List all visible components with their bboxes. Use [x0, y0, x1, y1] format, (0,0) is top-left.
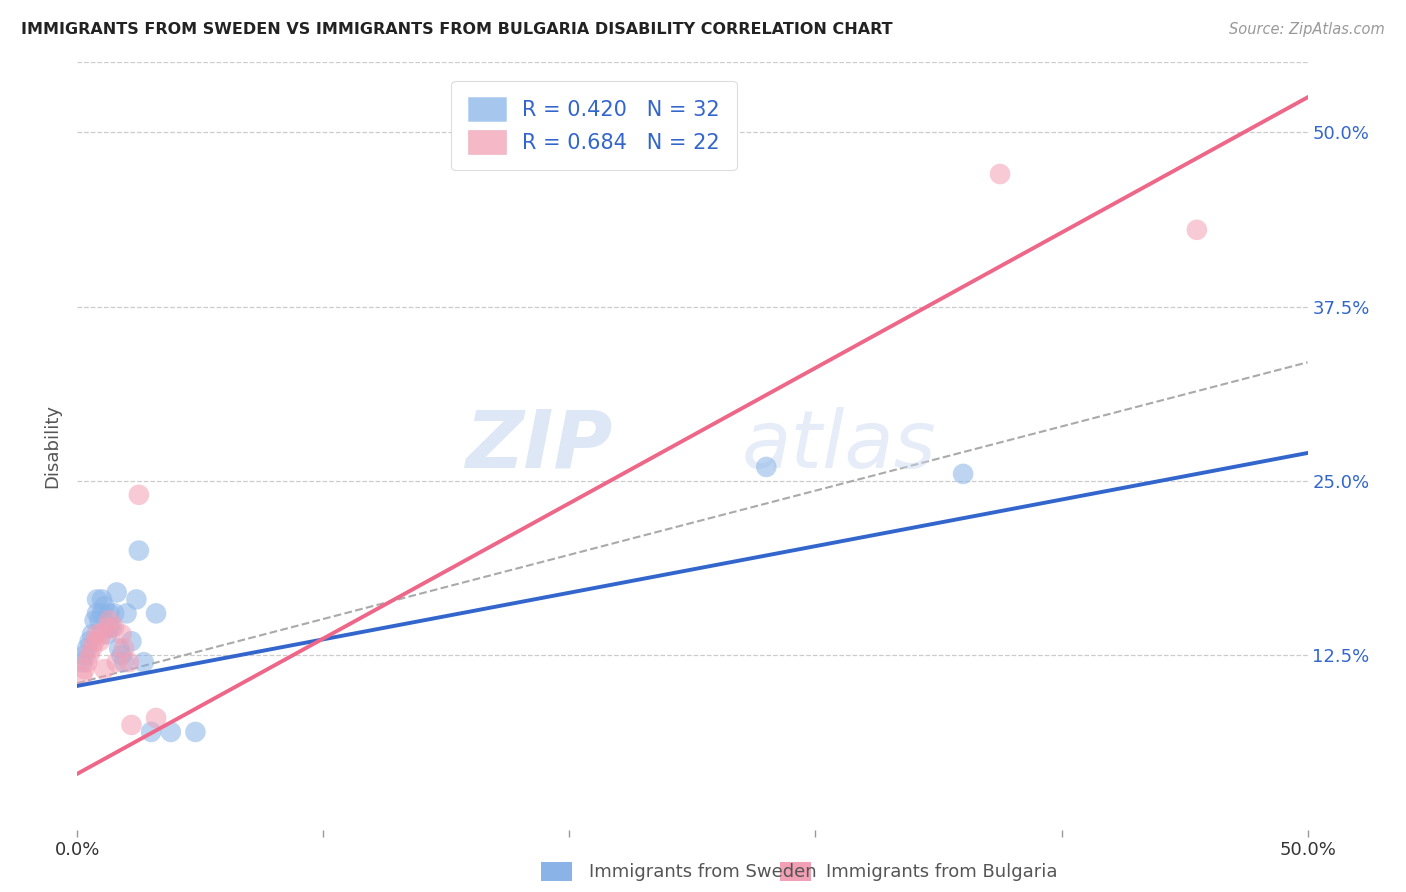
Legend: R = 0.420   N = 32, R = 0.684   N = 22: R = 0.420 N = 32, R = 0.684 N = 22 — [451, 80, 737, 170]
Point — [90, 627, 114, 641]
Point — [952, 467, 974, 481]
Point — [93, 599, 115, 614]
Point — [96, 627, 118, 641]
Point — [82, 641, 104, 656]
Text: Source: ZipAtlas.com: Source: ZipAtlas.com — [1229, 22, 1385, 37]
Point — [90, 592, 114, 607]
Point — [115, 607, 138, 621]
Point — [83, 634, 105, 648]
Point — [76, 641, 98, 656]
Point — [93, 662, 115, 676]
Point — [121, 634, 143, 648]
Text: Immigrants from Bulgaria: Immigrants from Bulgaria — [827, 863, 1057, 881]
Point — [86, 607, 108, 621]
Point — [98, 620, 121, 634]
Point — [73, 648, 96, 663]
Text: atlas: atlas — [742, 407, 936, 485]
Point — [160, 725, 183, 739]
Point — [98, 613, 121, 627]
Text: Immigrants from Sweden: Immigrants from Sweden — [589, 863, 817, 881]
Point — [79, 648, 101, 663]
Point — [70, 669, 93, 683]
Point — [76, 655, 98, 669]
Text: ZIP: ZIP — [465, 407, 613, 485]
Point — [82, 627, 104, 641]
Point — [108, 641, 131, 656]
Point — [103, 607, 125, 621]
Point — [125, 592, 148, 607]
Point — [105, 655, 128, 669]
Y-axis label: Disability: Disability — [44, 404, 62, 488]
Point — [111, 627, 132, 641]
Point — [73, 662, 96, 676]
Point — [83, 613, 105, 627]
Point — [70, 655, 93, 669]
Point — [111, 648, 132, 663]
Point — [128, 488, 150, 502]
Point — [96, 620, 118, 634]
Point — [128, 543, 150, 558]
Point — [89, 613, 111, 627]
Point — [98, 607, 121, 621]
Point — [105, 585, 128, 599]
Point — [1185, 223, 1208, 237]
Point — [988, 167, 1011, 181]
Text: IMMIGRANTS FROM SWEDEN VS IMMIGRANTS FROM BULGARIA DISABILITY CORRELATION CHART: IMMIGRANTS FROM SWEDEN VS IMMIGRANTS FRO… — [21, 22, 893, 37]
Point — [103, 620, 125, 634]
Point — [89, 634, 111, 648]
Point — [90, 607, 114, 621]
Point — [145, 607, 167, 621]
Point — [184, 725, 207, 739]
Point — [118, 655, 141, 669]
Point — [755, 459, 778, 474]
Point — [86, 627, 108, 641]
Point — [112, 655, 135, 669]
Point — [132, 655, 155, 669]
Point — [145, 711, 167, 725]
Point — [86, 592, 108, 607]
Point — [121, 718, 143, 732]
Point — [112, 641, 135, 656]
Point — [101, 620, 124, 634]
Point — [141, 725, 163, 739]
Point — [79, 634, 101, 648]
